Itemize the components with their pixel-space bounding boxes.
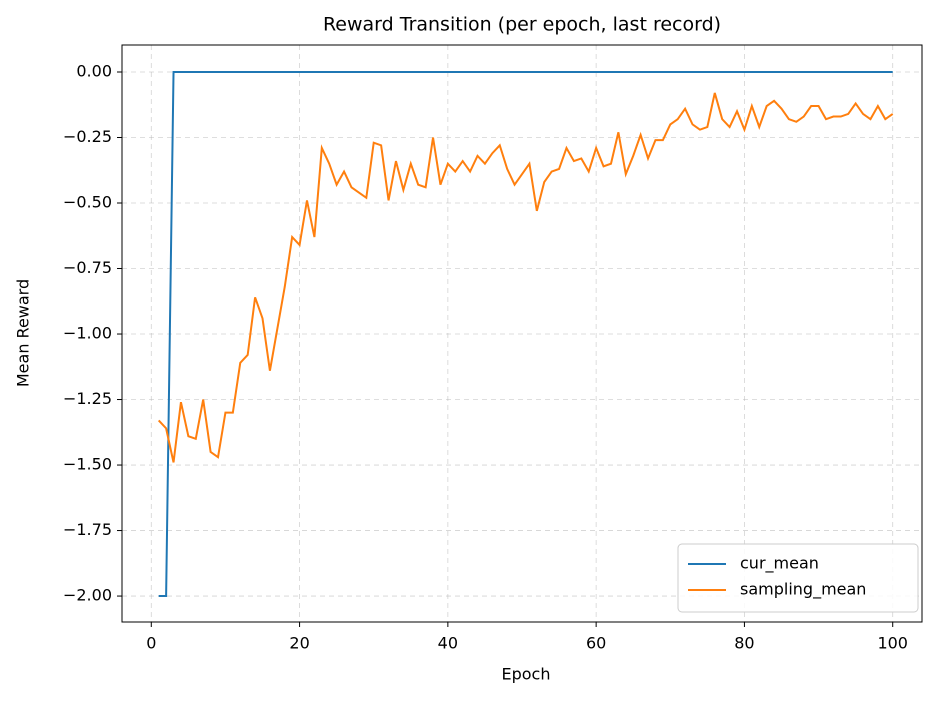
x-tick-label: 40 — [438, 634, 458, 653]
x-tick-label: 60 — [586, 634, 606, 653]
y-tick-label: −0.25 — [63, 127, 112, 146]
y-axis-label: Mean Reward — [14, 279, 33, 387]
y-tick-label: −1.25 — [63, 389, 112, 408]
legend-label: sampling_mean — [740, 580, 866, 600]
series-line — [158, 70, 893, 598]
plot-frame — [121, 44, 923, 623]
y-tick-label: −2.00 — [63, 586, 112, 605]
x-tick-label: 20 — [289, 634, 309, 653]
y-tick-label: −1.50 — [63, 455, 112, 474]
x-tick-label: 0 — [146, 634, 156, 653]
y-tick-label: −0.50 — [63, 193, 112, 212]
legend-label: cur_mean — [740, 554, 819, 574]
y-tick-label: −1.00 — [63, 324, 112, 343]
chart-title: Reward Transition (per epoch, last recor… — [323, 14, 721, 36]
x-axis-label: Epoch — [502, 665, 551, 684]
series-line — [157, 92, 894, 463]
legend-box — [677, 543, 919, 613]
x-tick-label: 100 — [877, 634, 908, 653]
x-tick-label: 80 — [734, 634, 754, 653]
y-tick-label: 0.00 — [76, 61, 112, 80]
y-tick-label: −1.75 — [63, 520, 112, 539]
y-tick-label: −0.75 — [63, 258, 112, 277]
